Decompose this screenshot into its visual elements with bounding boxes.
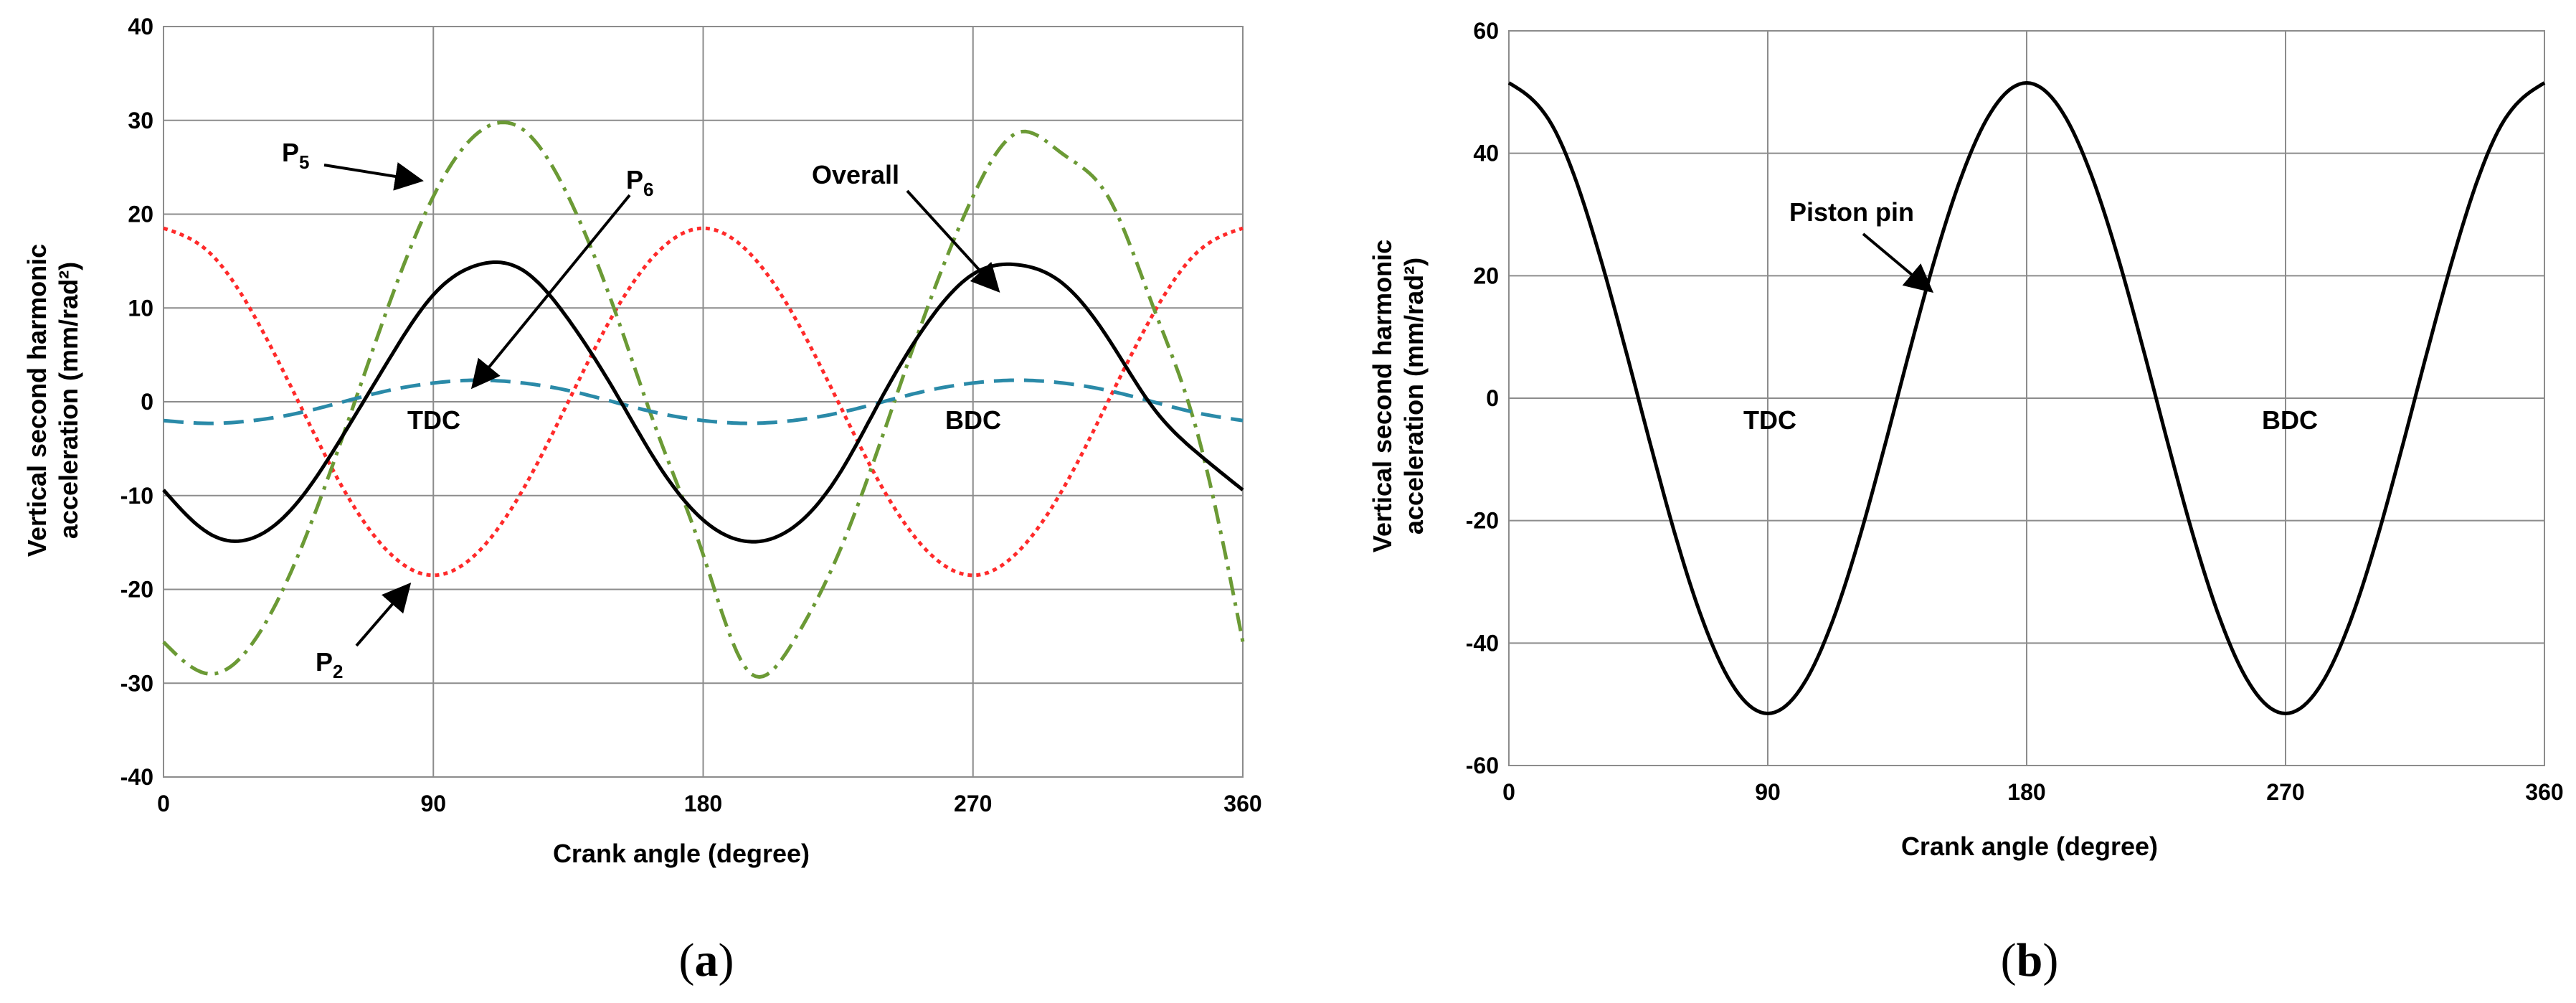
y-axis-label-a-line1: Vertical second harmonic bbox=[22, 244, 52, 557]
piston-pin-arrow bbox=[1862, 232, 1934, 293]
panel-caption-a: (a) bbox=[679, 934, 734, 986]
x-axis-label-b: Crank angle (degree) bbox=[1901, 832, 2158, 861]
y-tick-label-b: 40 bbox=[1473, 141, 1499, 166]
y-tick-label-b: -20 bbox=[1466, 508, 1499, 534]
x-tick-label-a: 90 bbox=[420, 791, 446, 816]
y-tick-label-a: -40 bbox=[120, 764, 153, 790]
overall-arrow bbox=[906, 189, 1000, 293]
y-tick-label-a: 20 bbox=[128, 202, 153, 227]
y-tick-label-a: 40 bbox=[128, 14, 153, 39]
x-axis-label-a: Crank angle (degree) bbox=[553, 839, 810, 868]
y-tick-label-b: -40 bbox=[1466, 630, 1499, 656]
y-tick-label-a: 0 bbox=[141, 389, 153, 415]
tdc-label-b: TDC bbox=[1743, 405, 1796, 435]
piston-pin-label: Piston pin bbox=[1789, 197, 1914, 227]
y-axis-label-a-line2: acceleration (mm/rad²) bbox=[54, 262, 83, 539]
p6-label: P6 bbox=[626, 165, 653, 200]
x-tick-label-b: 360 bbox=[2525, 779, 2563, 805]
x-tick-label-b: 0 bbox=[1502, 779, 1515, 805]
y-tick-label-a: -30 bbox=[120, 670, 153, 696]
grid-b bbox=[1508, 30, 2545, 766]
bdc-label-b: BDC bbox=[2262, 405, 2318, 435]
x-tick-label-a: 180 bbox=[684, 791, 722, 816]
bdc-label-a: BDC bbox=[945, 405, 1001, 435]
chart-panel-b: -60 -40 -20 0 20 40 60 0 90 180 270 360 Crank angle… bbox=[1368, 18, 2564, 986]
series-b bbox=[1507, 80, 2546, 716]
y-tick-label-a: 30 bbox=[128, 108, 153, 133]
x-tick-label-a: 360 bbox=[1223, 791, 1261, 816]
x-tick-label-b: 270 bbox=[2266, 779, 2304, 805]
y-axis-label-b-line2: acceleration (mm/rad²) bbox=[1399, 258, 1429, 535]
panel-caption-b: (b) bbox=[2001, 934, 2059, 986]
y-tick-label-b: 20 bbox=[1473, 263, 1499, 288]
overall-label: Overall bbox=[812, 160, 899, 189]
ticks-b: -60 -40 -20 0 20 40 60 0 90 180 270 360 bbox=[1466, 18, 2564, 805]
series-line-piston-pin bbox=[1507, 80, 2546, 716]
y-tick-label-b: -60 bbox=[1466, 753, 1499, 778]
x-tick-label-b: 180 bbox=[2007, 779, 2045, 805]
series-line-overall bbox=[162, 260, 1244, 544]
x-tick-label-b: 90 bbox=[1755, 779, 1781, 805]
y-tick-label-a: -10 bbox=[120, 483, 153, 509]
p5-label: P5 bbox=[282, 138, 309, 173]
y-tick-label-b: 0 bbox=[1486, 385, 1499, 411]
y-axis-label-b-line1: Vertical second harmonic bbox=[1368, 240, 1397, 552]
series-a bbox=[162, 121, 1245, 679]
series-line-p6 bbox=[163, 378, 1244, 425]
tdc-label-a: TDC bbox=[407, 405, 460, 435]
x-tick-label-a: 0 bbox=[157, 791, 170, 816]
x-tick-label-a: 270 bbox=[954, 791, 992, 816]
p2-label: P2 bbox=[316, 647, 343, 682]
p6-arrow bbox=[470, 194, 631, 390]
y-tick-label-a: 10 bbox=[128, 295, 153, 321]
p2-arrow bbox=[355, 582, 412, 647]
chart-panel-a: -40 -30 -20 -10 0 10 20 30 40 0 90 180 270 360 Crank … bbox=[22, 14, 1262, 986]
ticks-a: -40 -30 -20 -10 0 10 20 30 40 0 90 180 270 360 bbox=[120, 14, 1262, 816]
y-tick-label-b: 60 bbox=[1473, 18, 1499, 44]
p5-arrow bbox=[323, 162, 424, 191]
y-tick-label-a: -20 bbox=[120, 577, 153, 603]
